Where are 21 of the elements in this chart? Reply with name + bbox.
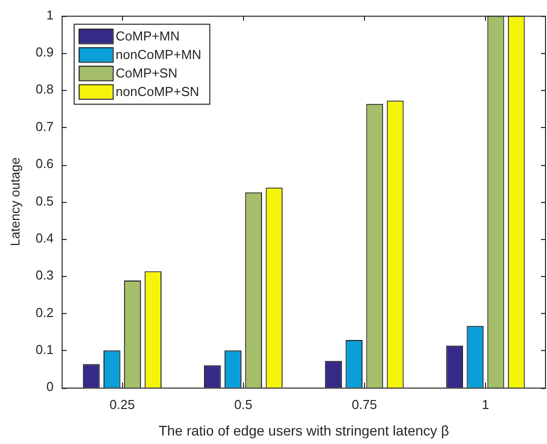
y-tick-label: 0.1	[36, 342, 54, 357]
legend-label: CoMP+MN	[116, 28, 180, 44]
y-axis-title: Latency outage	[7, 157, 22, 246]
y-tick-label: 0.3	[36, 268, 54, 283]
x-tick-label: 0.75	[352, 396, 378, 412]
y-tick-label: 1	[46, 7, 54, 22]
legend-label: nonCoMP+SN	[116, 84, 200, 100]
legend-label: CoMP+SN	[116, 66, 178, 81]
y-tick-label: 0.8	[36, 82, 54, 97]
x-tick-label: 0.5	[234, 396, 252, 412]
y-tick-label: 0.2	[36, 304, 54, 320]
y-tick-label: 0.6	[36, 156, 54, 172]
x-tick-label: 0.25	[110, 396, 135, 412]
y-tick-label: 0	[46, 379, 54, 394]
y-tick-label: 0.4	[36, 230, 54, 246]
x-axis-title: The ratio of edge users with stringent latency β	[158, 422, 450, 438]
y-tick-label: 0.9	[36, 44, 54, 60]
x-tick-label: 1	[482, 396, 490, 412]
y-tick-label: 0.5	[36, 193, 54, 208]
y-tick-label: 0.7	[36, 118, 54, 134]
legend-label: nonCoMP+MN	[116, 47, 202, 62]
